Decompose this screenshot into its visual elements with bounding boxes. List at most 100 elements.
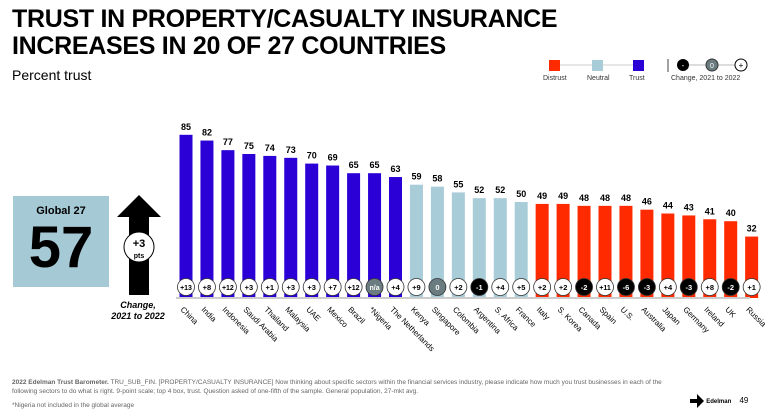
- global-change-unit: pts: [134, 253, 145, 260]
- change-circle: [491, 278, 510, 296]
- footer-source: 2022 Edelman Trust Barometer. TRU_SUB_FI…: [12, 379, 662, 395]
- change-label: +2: [538, 283, 547, 292]
- change-label: +12: [222, 285, 234, 292]
- change-label: +4: [496, 283, 505, 292]
- change-circle: [198, 278, 216, 296]
- legend: - 0 + Distrust Neutral Trust Change, 202…: [543, 55, 765, 85]
- category-label: U.S.: [619, 305, 636, 322]
- subtitle: Percent trust: [12, 67, 92, 83]
- change-circle: [638, 278, 656, 296]
- value-label: 85: [181, 122, 191, 132]
- change-label: 0: [435, 283, 439, 292]
- change-circle: [407, 278, 426, 296]
- change-label: +5: [517, 283, 526, 292]
- bar-indonesia: [221, 150, 235, 298]
- change-circle: [218, 278, 237, 296]
- change-circle: [575, 278, 593, 296]
- change-circle: [386, 278, 405, 296]
- footer-note: *Nigeria not included in the global aver…: [12, 402, 135, 409]
- change-caption: Change, 2021 to 2022: [111, 300, 165, 321]
- bar-australia: [640, 209, 654, 298]
- category-label: China: [179, 305, 201, 327]
- change-circle: [742, 278, 761, 296]
- change-label: +9: [412, 283, 421, 292]
- change-label: +11: [599, 285, 611, 292]
- bar-france: [514, 202, 528, 298]
- legend-change-label: Change, 2021 to 2022: [671, 75, 741, 82]
- edelman-logo-icon: [690, 394, 704, 408]
- bar-india: [200, 140, 214, 298]
- bar-argentina: [472, 198, 486, 298]
- bar-canada: [577, 205, 591, 298]
- category-label: Italy: [535, 305, 552, 322]
- bar-spain: [598, 205, 612, 298]
- change-circle: [365, 278, 384, 296]
- change-circle: [554, 278, 572, 296]
- legend-swatches: - 0 +: [549, 58, 748, 72]
- category-label: UK: [723, 305, 738, 320]
- value-label: 55: [453, 179, 463, 189]
- bar-kenya: [409, 184, 423, 298]
- change-circle: [700, 278, 719, 296]
- value-label: 65: [349, 160, 359, 170]
- change-label: n/a: [369, 285, 379, 292]
- svg-text:0: 0: [710, 63, 714, 70]
- change-label: -6: [623, 283, 630, 292]
- bar-saudi-arabia: [242, 154, 256, 298]
- change-label: +1: [266, 283, 275, 292]
- bar-uae: [305, 163, 319, 298]
- bar-italy: [535, 203, 549, 298]
- global-value: 57: [28, 215, 94, 280]
- title-line-2: INCREASES IN 20 OF 27 COUNTRIES: [12, 32, 446, 60]
- change-label: +3: [286, 283, 295, 292]
- change-label: +2: [559, 283, 568, 292]
- legend-positive-circle: [734, 58, 748, 72]
- value-label: 63: [390, 164, 400, 174]
- value-label: 41: [705, 206, 715, 216]
- bar-ireland: [703, 219, 717, 298]
- change-circle: [239, 278, 258, 296]
- legend-zero-circle: [705, 58, 719, 72]
- bar-the-netherlands: [389, 177, 402, 298]
- bar-malaysia: [284, 157, 298, 298]
- svg-text:+: +: [739, 61, 744, 70]
- change-circle: [512, 278, 531, 296]
- value-label: 43: [684, 202, 694, 212]
- page-number: 49: [739, 396, 749, 406]
- change-label: -3: [685, 283, 692, 292]
- title-line-1: TRUST IN PROPERTY/CASUALTY INSURANCE: [12, 5, 558, 33]
- bar-s-africa: [493, 198, 507, 298]
- value-label: 48: [579, 193, 589, 203]
- change-label: -2: [581, 283, 588, 292]
- change-circle: [596, 278, 614, 296]
- global-27-box: Global 27 57: [13, 196, 109, 287]
- value-label: 70: [307, 151, 317, 161]
- change-label: +12: [348, 285, 360, 292]
- bar-germany: [682, 215, 696, 298]
- legend-distrust-label: Distrust: [543, 75, 567, 82]
- change-circle: [470, 278, 489, 296]
- change-label: -2: [727, 283, 734, 292]
- global-label: Global 27: [36, 205, 86, 217]
- bar-chart: 85+13China82+8India77+12Indonesia75+3Sau…: [176, 122, 768, 353]
- bar-china: [179, 134, 193, 298]
- page-title: TRUST IN PROPERTY/CASUALTY INSURANCE INCR…: [12, 5, 558, 60]
- change-circle: [302, 278, 321, 296]
- bar-s-korea: [556, 203, 570, 298]
- up-arrow-icon: +3 pts: [117, 195, 161, 295]
- value-label: 52: [474, 185, 484, 195]
- change-circle: [260, 278, 279, 296]
- category-label: Mexico: [325, 305, 350, 330]
- value-label: 52: [495, 185, 505, 195]
- bar-japan: [661, 213, 675, 298]
- change-label: +4: [664, 283, 673, 292]
- legend-trust-swatch: [633, 60, 644, 71]
- legend-neutral-label: Neutral: [587, 75, 610, 82]
- change-circle: [177, 278, 195, 296]
- change-circle: [344, 278, 363, 296]
- change-circle: [281, 278, 300, 296]
- change-circle: [679, 278, 698, 296]
- value-label: 74: [265, 143, 275, 153]
- brand: Edelman 49: [690, 394, 748, 408]
- value-label: 69: [328, 153, 338, 163]
